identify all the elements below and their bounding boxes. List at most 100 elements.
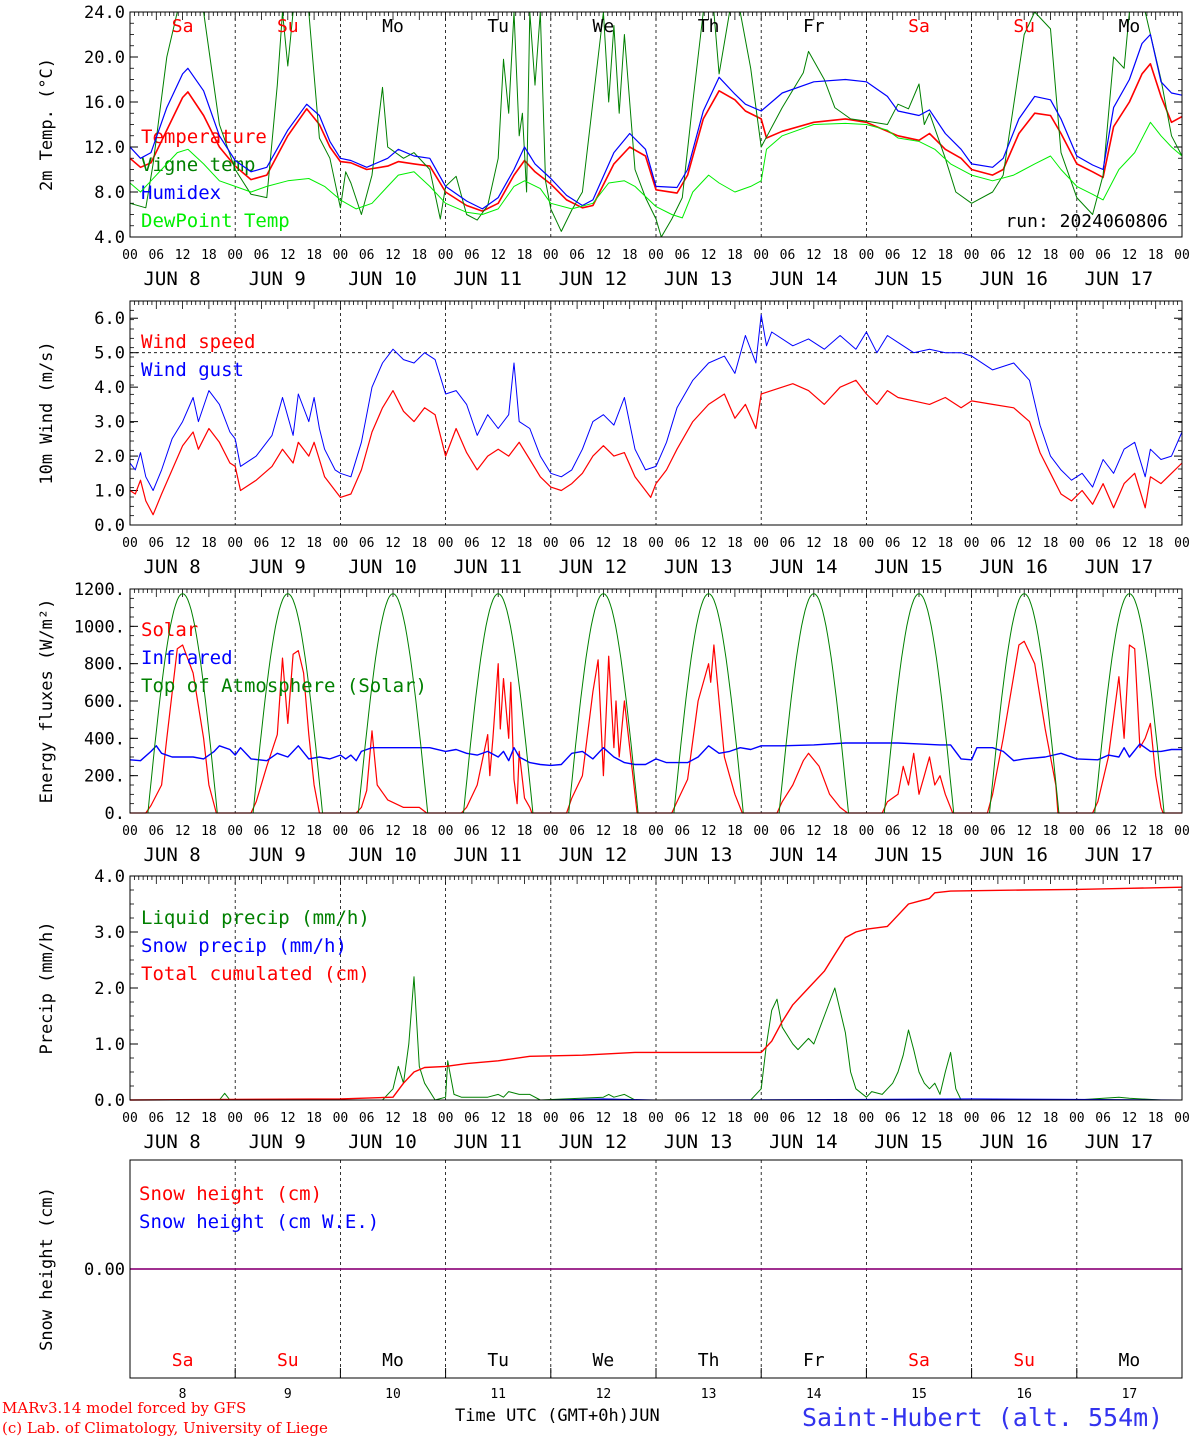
date-label: JUN 15 [874, 268, 943, 290]
date-label: JUN 13 [664, 1131, 733, 1153]
hour-label: 12 [280, 824, 296, 839]
hour-label: 18 [1043, 248, 1059, 263]
y-tick-label: 24.0 [84, 3, 125, 23]
legend-label: Total cumulated (cm) [141, 963, 370, 985]
hour-label: 00 [543, 824, 559, 839]
hour-label: 06 [569, 536, 585, 551]
hour-label: 00 [753, 536, 769, 551]
hour-label: 12 [490, 536, 506, 551]
day-number-label: 17 [1122, 1387, 1138, 1402]
hour-label: 00 [438, 824, 454, 839]
hour-label: 00 [227, 248, 243, 263]
y-axis-title: Snow height (cm) [37, 1187, 57, 1351]
day-number-label: 15 [911, 1387, 927, 1402]
hour-label: 06 [148, 1111, 164, 1126]
panel-wind: 0.0 1.0 2.0 3.0 4.0 5.0 6.0 10m Wind (m/s) Wind … [37, 300, 1190, 578]
hour-label: 00 [648, 1111, 664, 1126]
weekday-label: Mo [1119, 1350, 1141, 1371]
hour-label: 12 [490, 824, 506, 839]
y-tick-label: 6.0 [94, 309, 125, 329]
hour-label: 00 [964, 1111, 980, 1126]
hour-label: 06 [1095, 536, 1111, 551]
hour-label: 18 [622, 824, 638, 839]
series-temperature [129, 62, 1183, 212]
legend-label: Snow height (cm) [139, 1183, 322, 1205]
series-total-cumulated-cm- [129, 886, 1183, 1101]
hour-label: 06 [254, 248, 270, 263]
weekday-label: Mo [382, 16, 404, 37]
date-label: JUN 14 [769, 1131, 838, 1153]
date-label: JUN 16 [979, 268, 1048, 290]
y-tick-label: 1.0 [94, 1035, 125, 1055]
hour-label: 12 [1122, 1111, 1138, 1126]
y-tick-label: 4.0 [94, 378, 125, 398]
y-tick-label: 1000. [74, 617, 125, 637]
legend-label: Liquid precip (mm/h) [141, 907, 370, 929]
date-label: JUN 11 [453, 844, 522, 866]
hour-label: 00 [648, 248, 664, 263]
y-tick-label: 12.0 [84, 138, 125, 158]
weekday-label: We [593, 16, 615, 37]
plot-frame [129, 11, 1183, 238]
hour-label: 18 [201, 248, 217, 263]
hour-label: 00 [859, 1111, 875, 1126]
y-tick-label: 800. [84, 655, 125, 675]
legend-label: Snow precip (mm/h) [141, 935, 347, 957]
date-label: JUN 10 [348, 556, 417, 578]
hour-label: 06 [254, 1111, 270, 1126]
hour-label: 12 [701, 824, 717, 839]
hour-label: 00 [1174, 248, 1190, 263]
y-tick-label: 4.0 [94, 228, 125, 248]
hour-label: 12 [596, 536, 612, 551]
hour-label: 18 [1148, 824, 1164, 839]
hour-label: 06 [674, 1111, 690, 1126]
hour-label: 06 [885, 1111, 901, 1126]
hour-label: 18 [622, 248, 638, 263]
hour-label: 12 [596, 248, 612, 263]
hour-label: 06 [359, 824, 375, 839]
hour-label: 00 [964, 248, 980, 263]
hour-label: 18 [727, 248, 743, 263]
y-tick-label: 20.0 [84, 48, 125, 68]
hour-label: 12 [1122, 824, 1138, 839]
date-label: JUN 9 [249, 1131, 306, 1153]
hour-label: 12 [1122, 536, 1138, 551]
date-label: JUN 12 [559, 844, 628, 866]
hour-label: 12 [806, 536, 822, 551]
date-label: JUN 14 [769, 268, 838, 290]
hour-label: 06 [254, 536, 270, 551]
hour-label: 12 [701, 248, 717, 263]
weekday-label: Th [698, 1350, 720, 1371]
hour-label: 18 [201, 824, 217, 839]
date-label: JUN 9 [249, 268, 306, 290]
hour-label: 06 [1095, 248, 1111, 263]
hour-label: 00 [753, 824, 769, 839]
series-liquid-precip-mm-h- [130, 976, 1182, 1101]
weekday-label: Mo [1119, 16, 1141, 37]
hour-label: 12 [911, 1111, 927, 1126]
legend-label: Infrared [141, 647, 233, 669]
weekday-label: Tu [487, 1350, 509, 1371]
weekday-label: Fr [803, 16, 825, 37]
hour-label: 00 [1069, 536, 1085, 551]
hour-label: 00 [333, 824, 349, 839]
date-label: JUN 13 [664, 268, 733, 290]
hour-label: 12 [490, 1111, 506, 1126]
series-wind-gust [129, 314, 1183, 491]
hour-label: 00 [227, 1111, 243, 1126]
hour-label: 00 [122, 536, 138, 551]
y-tick-label: 0.0 [94, 516, 125, 536]
hour-label: 00 [859, 248, 875, 263]
date-label: JUN 12 [559, 268, 628, 290]
series-wind-speed [129, 379, 1183, 516]
hour-label: 06 [885, 824, 901, 839]
date-label: JUN 11 [453, 1131, 522, 1153]
legend-label: Wind gust [141, 359, 244, 381]
hour-label: 18 [1148, 536, 1164, 551]
hour-label: 06 [148, 536, 164, 551]
hour-label: 18 [622, 536, 638, 551]
hour-label: 12 [911, 824, 927, 839]
date-label: JUN 15 [874, 844, 943, 866]
xaxis-label-text: Time UTC (GMT+0h) [455, 1406, 629, 1426]
hour-label: 18 [517, 248, 533, 263]
